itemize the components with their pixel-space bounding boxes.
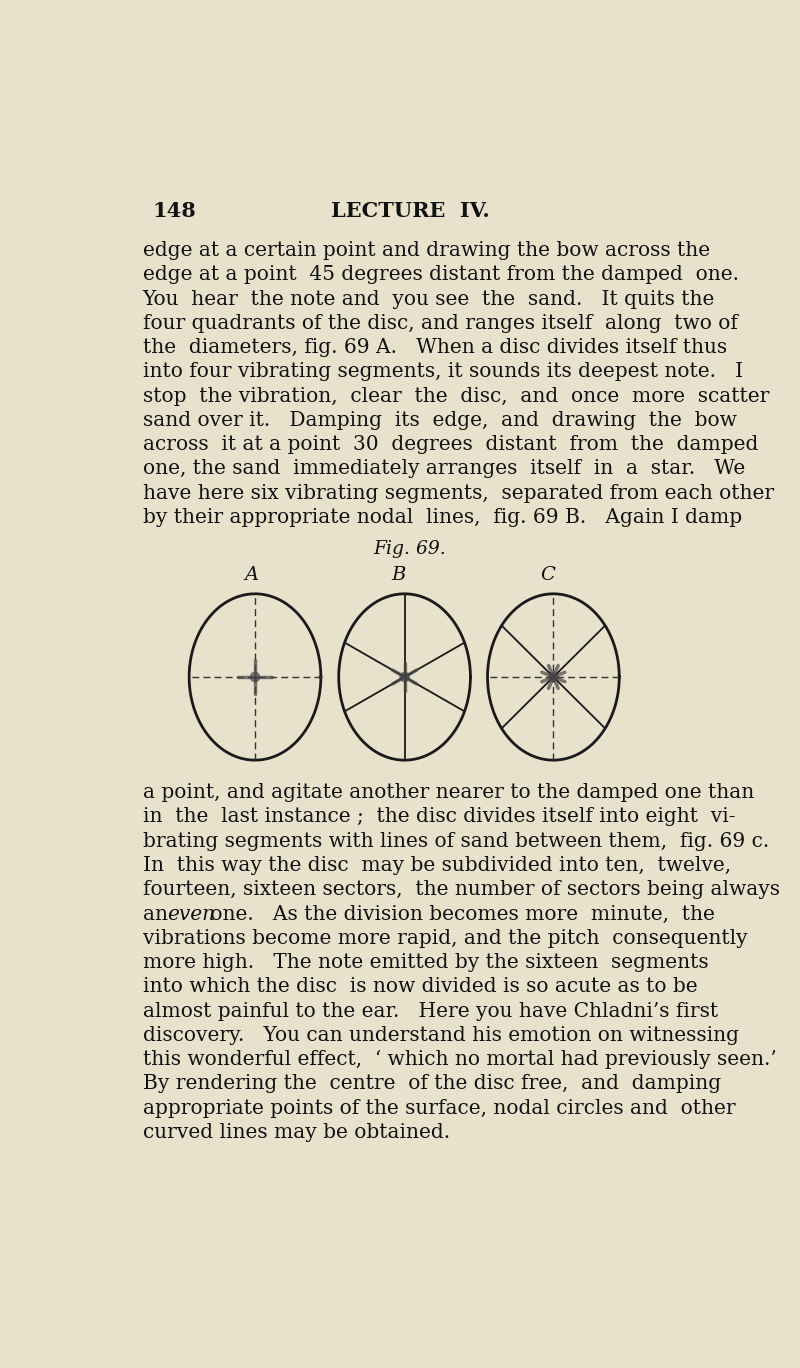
Text: You  hear  the note and  you see  the  sand.   It quits the: You hear the note and you see the sand. … (142, 290, 715, 309)
Text: into which the disc  is now divided is so acute as to be: into which the disc is now divided is so… (142, 977, 698, 996)
Text: by their appropriate nodal  lines,  fig. 69 B.   Again I damp: by their appropriate nodal lines, fig. 6… (142, 508, 742, 527)
Text: discovery.   You can understand his emotion on witnessing: discovery. You can understand his emotio… (142, 1026, 738, 1045)
Text: appropriate points of the surface, nodal circles and  other: appropriate points of the surface, nodal… (142, 1099, 735, 1118)
Text: edge at a point  45 degrees distant from the damped  one.: edge at a point 45 degrees distant from … (142, 265, 738, 285)
Text: in  the  last instance ;  the disc divides itself into eight  vi-: in the last instance ; the disc divides … (142, 807, 735, 826)
Text: edge at a certain point and drawing the bow across the: edge at a certain point and drawing the … (142, 241, 710, 260)
Text: four quadrants of the disc, and ranges itself  along  two of: four quadrants of the disc, and ranges i… (142, 313, 738, 332)
Text: stop  the vibration,  clear  the  disc,  and  once  more  scatter: stop the vibration, clear the disc, and … (142, 387, 769, 406)
Text: LECTURE  IV.: LECTURE IV. (330, 201, 490, 222)
Text: have here six vibrating segments,  separated from each other: have here six vibrating segments, separa… (142, 484, 774, 502)
Text: A: A (244, 566, 258, 584)
Text: Fig. 69.: Fig. 69. (374, 540, 446, 558)
Text: fourteen, sixteen sectors,  the number of sectors being always: fourteen, sixteen sectors, the number of… (142, 880, 780, 899)
Text: the  diameters, fig. 69 A.   When a disc divides itself thus: the diameters, fig. 69 A. When a disc di… (142, 338, 726, 357)
Text: B: B (391, 566, 406, 584)
Text: across  it at a point  30  degrees  distant  from  the  damped: across it at a point 30 degrees distant … (142, 435, 758, 454)
Circle shape (549, 672, 558, 681)
Text: 148: 148 (153, 201, 197, 222)
Text: one, the sand  immediately arranges  itself  in  a  star.   We: one, the sand immediately arranges itsel… (142, 460, 745, 479)
Text: curved lines may be obtained.: curved lines may be obtained. (142, 1123, 450, 1142)
Text: into four vibrating segments, it sounds its deepest note.   I: into four vibrating segments, it sounds … (142, 363, 742, 382)
Text: one.   As the division becomes more  minute,  the: one. As the division becomes more minute… (204, 904, 715, 923)
Text: this wonderful effect,  ‘ which no mortal had previously seen.’: this wonderful effect, ‘ which no mortal… (142, 1051, 776, 1070)
Text: almost painful to the ear.   Here you have Chladni’s first: almost painful to the ear. Here you have… (142, 1001, 718, 1021)
Circle shape (400, 672, 410, 681)
Text: a point, and agitate another nearer to the damped one than: a point, and agitate another nearer to t… (142, 784, 754, 802)
Text: In  this way the disc  may be subdivided into ten,  twelve,: In this way the disc may be subdivided i… (142, 856, 730, 876)
Text: an: an (142, 904, 174, 923)
Text: sand over it.   Damping  its  edge,  and  drawing  the  bow: sand over it. Damping its edge, and draw… (142, 410, 737, 430)
Circle shape (250, 672, 260, 681)
Text: brating segments with lines of sand between them,  fig. 69 c.: brating segments with lines of sand betw… (142, 832, 769, 851)
Text: By rendering the  centre  of the disc free,  and  damping: By rendering the centre of the disc free… (142, 1074, 721, 1093)
Text: vibrations become more rapid, and the pitch  consequently: vibrations become more rapid, and the pi… (142, 929, 747, 948)
Text: C: C (541, 566, 555, 584)
Text: more high.   The note emitted by the sixteen  segments: more high. The note emitted by the sixte… (142, 953, 708, 973)
Text: even: even (167, 904, 215, 923)
